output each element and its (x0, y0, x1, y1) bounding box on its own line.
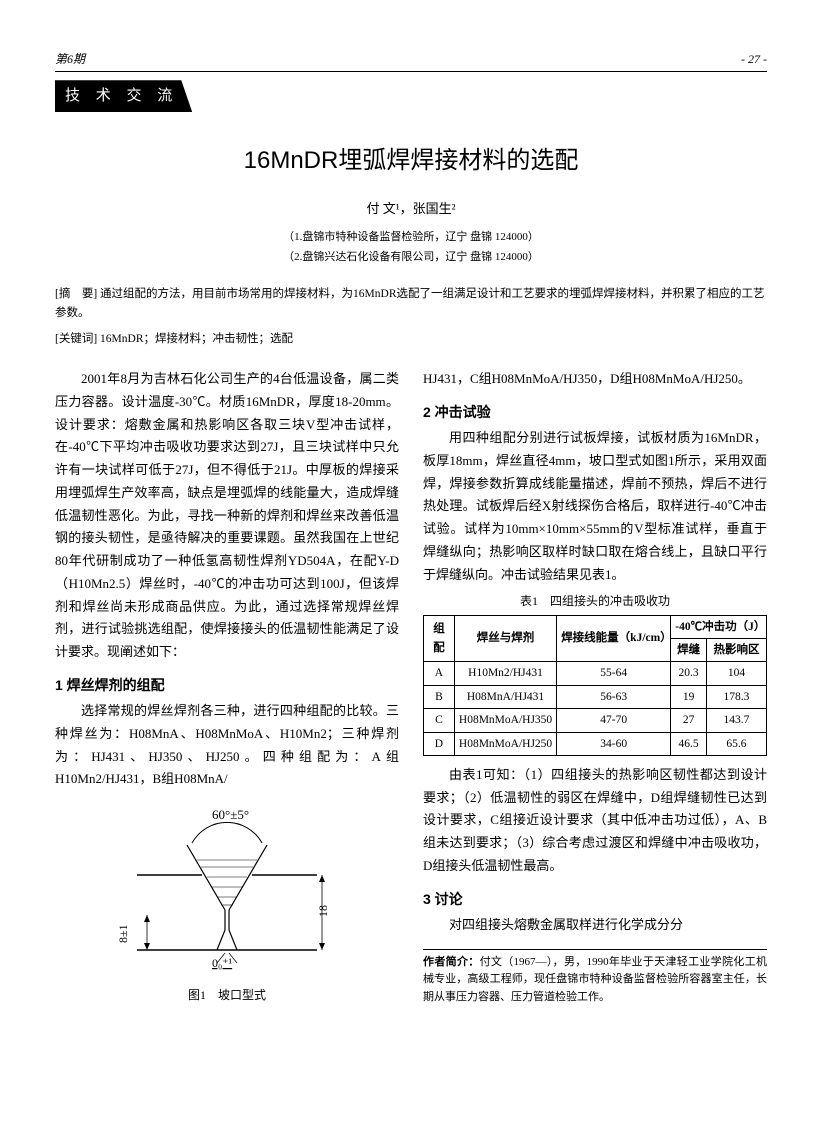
th-group: 组配 (424, 615, 455, 662)
affiliation-1: （1.盘锦市特种设备监督检验所，辽宁 盘锦 124000） (55, 229, 767, 247)
th-weld: 焊缝 (671, 639, 707, 662)
abstract: [摘 要] 通过组配的方法，用目前市场常用的焊接材料，为16MnDR选配了一组满… (55, 285, 767, 324)
figure-1: 60°±5° (55, 805, 399, 1005)
keywords: [关键词] 16MnDR；焊接材料；冲击韧性；选配 (55, 330, 767, 348)
bio-label: 作者简介： (423, 956, 480, 968)
table-1: 组配 焊丝与焊剂 焊接线能量（kJ/cm） -40℃冲击功（J） 焊缝 热影响区… (423, 615, 767, 756)
abstract-label: [摘 要] (55, 288, 97, 300)
th-haz: 热影响区 (706, 639, 766, 662)
table-1-title: 表1 四组接头的冲击吸收功 (423, 592, 767, 611)
section-3-body: 对四组接头熔敷金属取样进行化学成分分 (423, 914, 767, 937)
author-bio: 作者简介：付文（1967—），男，1990年毕业于天津轻工业学院化工机械专业，高… (423, 949, 767, 1007)
continuation-paragraph: HJ431，C组H08MnMoA/HJ350，D组H08MnMoA/HJ250。 (423, 368, 767, 391)
th-energy: 焊接线能量（kJ/cm） (557, 615, 671, 662)
figure-1-caption: 图1 坡口型式 (55, 986, 399, 1005)
table-header-row-1: 组配 焊丝与焊剂 焊接线能量（kJ/cm） -40℃冲击功（J） (424, 615, 767, 638)
dim-root: 8±1 (117, 925, 130, 944)
issue-number: 第6期 (55, 50, 85, 69)
running-header: 第6期 - 27 - (55, 50, 767, 72)
abstract-text: 通过组配的方法，用目前市场常用的焊接材料，为16MnDR选配了一组满足设计和工艺… (55, 288, 765, 320)
th-combo: 焊丝与焊剂 (454, 615, 556, 662)
authors: 付 文¹，张国生² (55, 199, 767, 220)
th-impact: -40℃冲击功（J） (671, 615, 767, 638)
right-column: HJ431，C组H08MnMoA/HJ350，D组H08MnMoA/HJ250。… (423, 368, 767, 1011)
left-column: 2001年8月为吉林石化公司生产的4台低温设备，属二类压力容器。设计温度-30℃… (55, 368, 399, 1011)
after-table-paragraph: 由表1可知：（1）四组接头的热影响区韧性都达到设计要求；（2）低温韧性的弱区在焊… (423, 764, 767, 878)
section-3-title: 3 讨论 (423, 888, 767, 910)
article-title: 16MnDR埋弧焊焊接材料的选配 (55, 142, 767, 180)
dim-thickness: 18 (316, 905, 330, 917)
table-row: B H08MnA/HJ431 56-63 19 178.3 (424, 685, 767, 708)
body-columns: 2001年8月为吉林石化公司生产的4台低温设备，属二类压力容器。设计温度-30℃… (55, 368, 767, 1011)
section-2-body: 用四种组配分别进行试板焊接，试板材质为16MnDR，板厚18mm，焊丝直径4mm… (423, 427, 767, 586)
keywords-label: [关键词] (55, 333, 97, 345)
intro-paragraph: 2001年8月为吉林石化公司生产的4台低温设备，属二类压力容器。设计温度-30℃… (55, 368, 399, 664)
dim-gap: 0₀⁺¹ (212, 956, 233, 970)
page-number: - 27 - (741, 50, 767, 69)
section-1-body: 选择常规的焊丝焊剂各三种，进行四种组配的比较。三种焊丝为：H08MnA、H08M… (55, 700, 399, 791)
section-tab: 技 术 交 流 (55, 80, 192, 112)
table-row: A H10Mn2/HJ431 55-64 20.3 104 (424, 662, 767, 685)
section-1-title: 1 焊丝焊剂的组配 (55, 674, 399, 696)
table-row: C H08MnMoA/HJ350 47-70 27 143.7 (424, 709, 767, 732)
affiliation-2: （2.盘锦兴达石化设备有限公司，辽宁 盘锦 124000） (55, 249, 767, 267)
keywords-text: 16MnDR；焊接材料；冲击韧性；选配 (100, 333, 293, 345)
angle-label: 60°±5° (212, 807, 249, 822)
table-row: D H08MnMoA/HJ250 34-60 46.5 65.6 (424, 732, 767, 755)
groove-diagram-svg: 60°±5° (117, 805, 337, 975)
section-2-title: 2 冲击试验 (423, 401, 767, 423)
